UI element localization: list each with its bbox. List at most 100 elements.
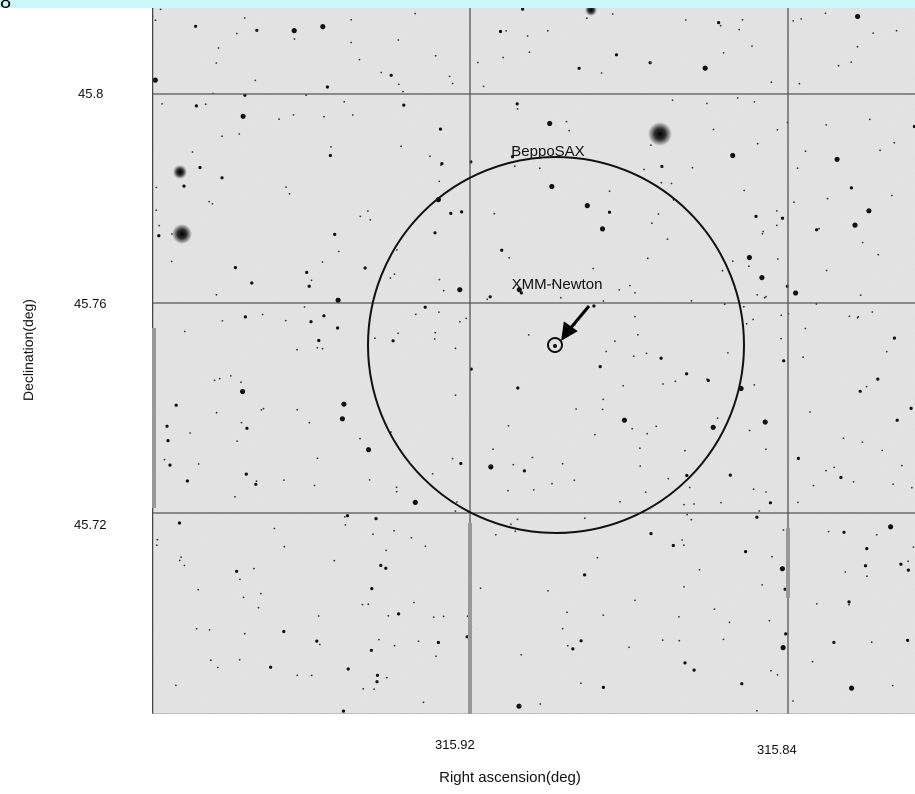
star (811, 660, 814, 663)
star (768, 619, 771, 622)
star (344, 524, 347, 526)
star (599, 226, 606, 232)
star (742, 305, 745, 308)
star (292, 114, 295, 116)
star (863, 564, 868, 568)
star (804, 150, 807, 153)
star (457, 287, 463, 293)
star (758, 510, 761, 512)
star (305, 270, 309, 274)
star (168, 463, 172, 467)
star (855, 13, 861, 20)
star (753, 101, 756, 103)
star (254, 482, 258, 486)
star (363, 266, 367, 270)
star (842, 437, 845, 440)
star (414, 313, 417, 316)
star (756, 709, 758, 712)
xmm-newton-label: XMM-Newton (512, 276, 603, 293)
star (438, 311, 440, 313)
star (825, 124, 828, 126)
star (293, 38, 296, 40)
star (906, 638, 910, 642)
star (261, 313, 264, 316)
star (768, 501, 773, 505)
star (643, 168, 645, 171)
star (596, 556, 599, 559)
star (683, 544, 685, 547)
star (198, 165, 202, 170)
star (459, 320, 461, 323)
star (796, 456, 801, 460)
star (391, 339, 395, 343)
star (730, 152, 736, 159)
star (163, 458, 166, 461)
star (238, 658, 241, 661)
star (619, 500, 621, 503)
star (712, 128, 715, 131)
star (804, 327, 807, 330)
star (655, 425, 658, 428)
star (235, 569, 239, 573)
star (852, 222, 858, 228)
star (307, 284, 311, 288)
star (422, 701, 425, 704)
star (608, 190, 611, 193)
star (753, 384, 756, 386)
star (818, 227, 820, 230)
star (683, 586, 685, 588)
star (321, 261, 324, 263)
x-axis-title: Right ascension(deg) (439, 769, 581, 786)
star (346, 667, 350, 671)
star (852, 481, 855, 483)
star (744, 550, 748, 554)
star (736, 97, 739, 99)
star (154, 19, 157, 22)
star (583, 517, 586, 520)
star (345, 514, 350, 518)
star (250, 281, 254, 285)
star (395, 490, 398, 493)
star (666, 238, 669, 241)
star (881, 449, 884, 452)
star (710, 424, 716, 430)
star (899, 562, 903, 566)
star (218, 377, 221, 380)
star (370, 587, 374, 591)
star (763, 296, 766, 299)
star (684, 449, 686, 452)
star (361, 603, 364, 606)
star (434, 331, 437, 334)
star (343, 516, 346, 518)
star (713, 608, 716, 610)
star (442, 615, 445, 618)
star (209, 659, 212, 662)
star (161, 103, 163, 105)
star (580, 682, 582, 684)
star (217, 47, 220, 49)
star (526, 35, 529, 37)
star (573, 479, 576, 482)
star (431, 473, 434, 475)
star (848, 315, 851, 318)
star (685, 473, 689, 478)
star (507, 489, 509, 492)
star (561, 627, 564, 630)
star (519, 291, 523, 295)
star (157, 234, 161, 238)
star (417, 640, 420, 643)
star (429, 155, 431, 158)
star (685, 372, 689, 376)
star (780, 337, 782, 340)
star (622, 384, 625, 387)
star (379, 563, 383, 568)
star (385, 676, 388, 679)
star (815, 603, 818, 605)
star (639, 465, 642, 467)
star (661, 639, 664, 641)
star (762, 230, 765, 233)
top-strip-glyph: 8 (0, 0, 12, 13)
plate-edge-artifacts (152, 328, 790, 714)
star (156, 538, 159, 541)
star (451, 457, 454, 460)
